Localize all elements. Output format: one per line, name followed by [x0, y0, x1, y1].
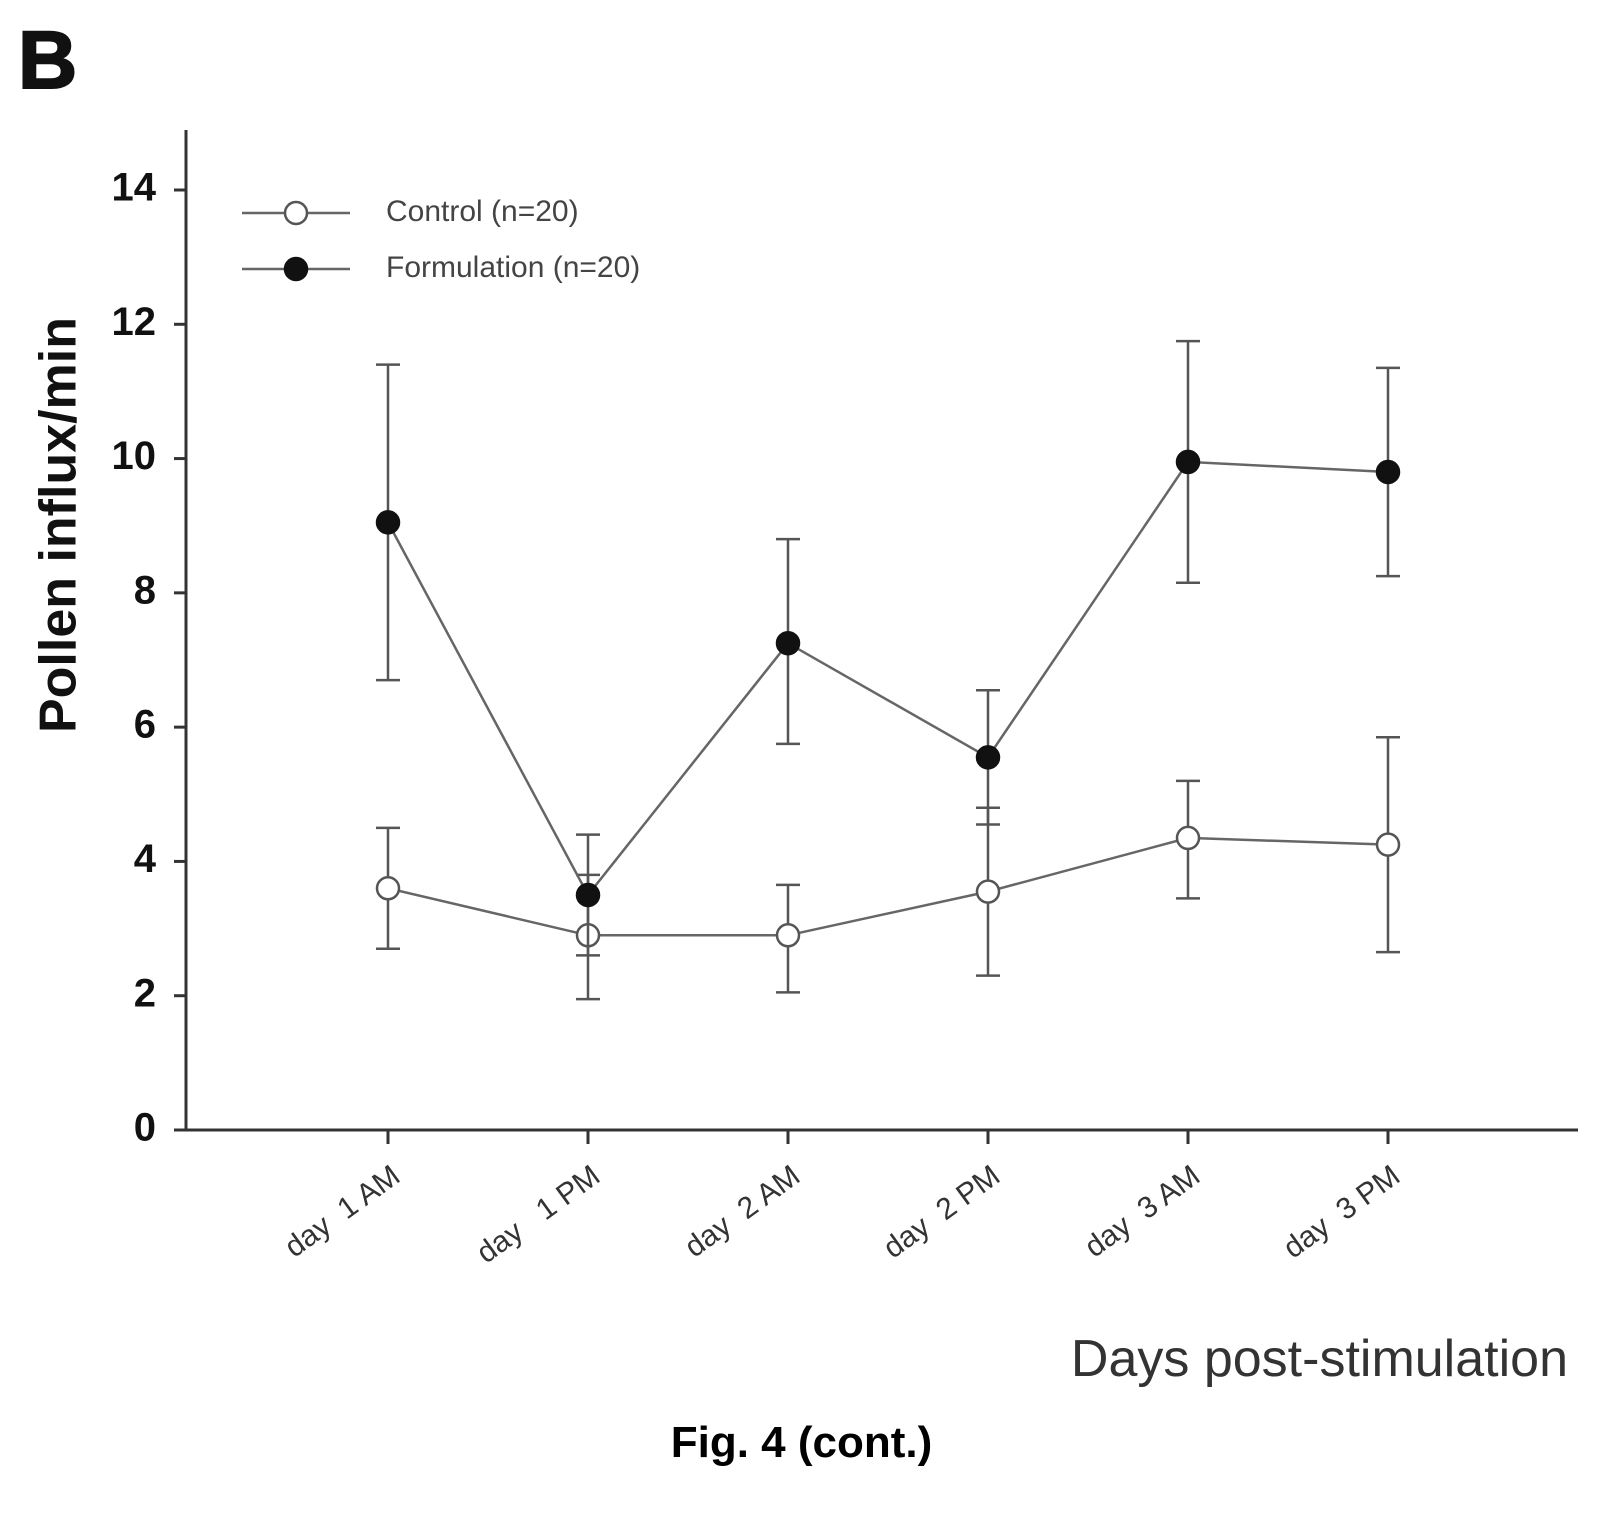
data-point — [575, 882, 601, 908]
figure-caption: Fig. 4 (cont.) — [670, 1418, 933, 1467]
y-axis-label: Pollen influx/min — [30, 317, 88, 733]
legend-marker — [283, 256, 309, 282]
series-formulation — [375, 339, 1401, 957]
chart-series — [375, 339, 1401, 1001]
data-point — [1375, 832, 1401, 857]
y-axis-ticks: 0 2 4 6 8 10 12 14 — [112, 166, 186, 1150]
data-point — [1175, 449, 1201, 475]
x-tick-label: day 2 AM — [679, 1159, 806, 1264]
data-point — [375, 876, 401, 901]
data-point — [975, 745, 1001, 770]
y-tick-label: 2 — [134, 971, 156, 1015]
x-tick-label: day 1 PM — [471, 1159, 606, 1270]
series-line — [387, 836, 1389, 937]
y-tick-label: 12 — [112, 300, 157, 344]
legend-label: Control (n=20) — [386, 195, 579, 228]
chart-legend: Control (n=20) Formulation (n=20) — [242, 195, 640, 284]
y-tick-label: 10 — [112, 434, 157, 478]
y-tick-label: 14 — [112, 166, 157, 210]
x-tick-label: day 2 PM — [877, 1159, 1006, 1265]
data-point — [775, 630, 801, 656]
panel-label: B — [17, 14, 78, 107]
x-axis-ticks: day 1 AM day 1 PM day 2 AM day 2 PM day 3 AM… — [279, 1130, 1406, 1270]
x-tick-label: day 3 AM — [1079, 1159, 1206, 1264]
y-tick-label: 8 — [134, 568, 156, 612]
series-control — [375, 735, 1401, 1001]
chart-axes — [184, 130, 1578, 1132]
data-point — [1175, 825, 1201, 851]
x-axis-label: Days post-stimulation — [1071, 1330, 1568, 1388]
data-point — [975, 879, 1001, 904]
y-tick-label: 0 — [134, 1106, 156, 1150]
series-line — [386, 460, 1389, 898]
y-tick-label: 4 — [134, 837, 157, 881]
x-tick-label: day 3 PM — [1277, 1159, 1406, 1265]
data-point — [1375, 459, 1401, 485]
data-point — [775, 923, 801, 948]
legend-label: Formulation (n=20) — [386, 251, 640, 284]
x-tick-label: day 1 AM — [279, 1159, 406, 1264]
data-point — [375, 510, 401, 535]
legend-marker — [283, 200, 309, 226]
y-tick-label: 6 — [134, 703, 156, 747]
